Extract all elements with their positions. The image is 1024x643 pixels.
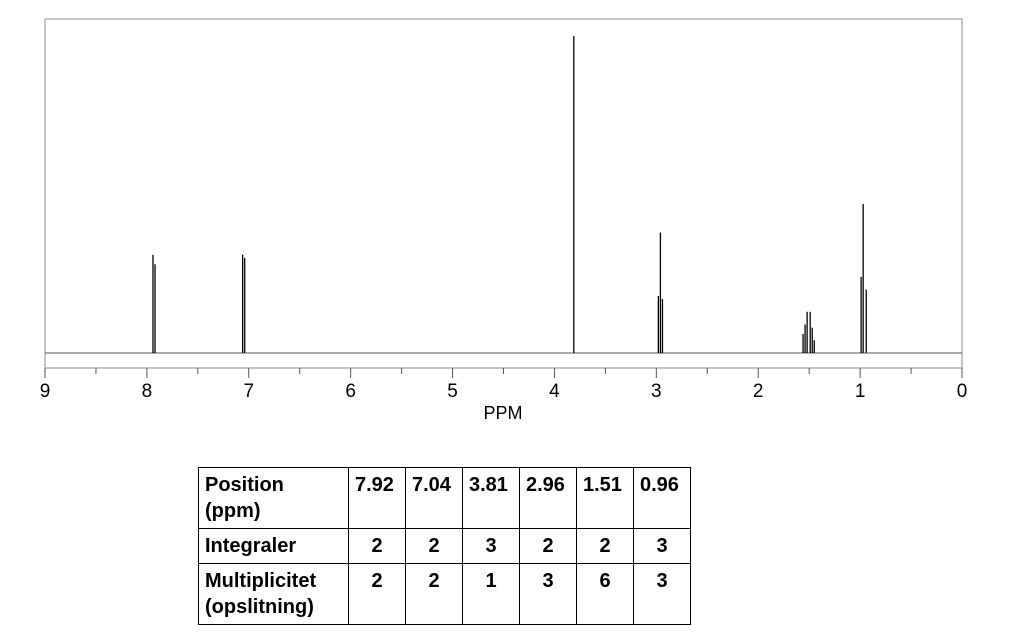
x-axis-label: PPM [483,403,522,423]
x-tick-label: 3 [651,381,662,402]
table-row: Position (ppm) 7.92 7.04 3.81 2.96 1.51 0.96 [198,467,691,529]
row-header-line: (ppm) [205,500,261,522]
x-tick-label: 7 [243,381,254,402]
table-cell: 3 [633,528,691,564]
x-tick-label: 8 [142,381,153,402]
table-cell: 6 [576,563,634,625]
table-cell: 0.96 [633,467,691,529]
row-header: Position (ppm) [198,467,349,529]
row-header: Multiplicitet (opslitning) [198,563,349,625]
x-tick-label: 0 [957,381,968,402]
table-row: Multiplicitet (opslitning) 2 2 1 3 6 3 [198,563,691,625]
x-tick-label: 9 [40,381,51,402]
row-header-line: Multiplicitet [205,570,317,592]
row-header-line: Integraler [205,535,297,557]
table-cell: 2 [405,563,463,625]
x-tick-label: 2 [753,381,764,402]
table-cell: 2.96 [519,467,577,529]
table-cell: 3 [462,528,520,564]
x-tick-label: 1 [855,381,866,402]
table-cell: 2 [405,528,463,564]
table-cell: 2 [576,528,634,564]
table-cell: 2 [519,528,577,564]
table-cell: 2 [348,528,406,564]
table-cell: 3.81 [462,467,520,529]
table-cell: 7.92 [348,467,406,529]
table-cell: 7.04 [405,467,463,529]
x-tick-label: 6 [345,381,356,402]
x-tick-label: 5 [447,381,458,402]
plot-frame [44,18,963,369]
table-cell: 2 [348,563,406,625]
table-cell: 1.51 [576,467,634,529]
table-cell: 1 [462,563,520,625]
x-axis-ticks: 9 8 7 6 5 4 3 2 1 0 [40,368,968,402]
row-header-line: (opslitning) [205,596,314,618]
table-cell: 3 [633,563,691,625]
peak-table: Position (ppm) 7.92 7.04 3.81 2.96 1.51 0.96 Int… [198,467,691,625]
x-tick-label: 4 [549,381,560,402]
row-header: Integraler [198,528,349,564]
table-row: Integraler 2 2 3 2 2 3 [198,528,691,564]
table-cell: 3 [519,563,577,625]
row-header-line: Position [205,474,284,496]
nmr-spectrum: 9 8 7 6 5 4 3 2 1 0 PPM [40,18,968,423]
peaks-layer [152,36,867,353]
